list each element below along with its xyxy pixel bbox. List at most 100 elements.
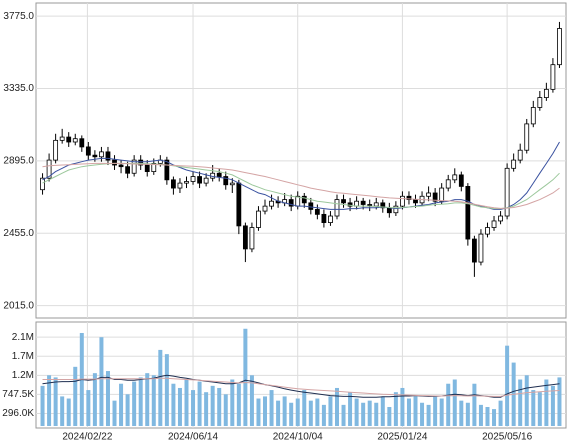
volume-bar — [60, 396, 65, 427]
candle-body — [347, 202, 353, 207]
x-tick-label: 2024/02/22 — [62, 432, 112, 443]
candle-body — [465, 186, 471, 240]
volume-bar — [550, 385, 555, 427]
candle-body — [229, 182, 235, 186]
volume-bar — [524, 375, 529, 427]
candle-body — [85, 146, 91, 156]
volume-bar — [367, 400, 372, 427]
candle-body — [478, 233, 484, 263]
volume-bar — [544, 379, 549, 427]
candle-body — [59, 136, 65, 141]
candle-body — [112, 159, 117, 166]
volume-bar — [145, 373, 150, 427]
candle-body — [151, 162, 157, 173]
candle-body — [190, 176, 196, 182]
candle-body — [439, 187, 445, 202]
x-tick-label: 2025/05/16 — [482, 432, 532, 443]
candle-body — [105, 151, 111, 161]
volume-bar — [269, 390, 274, 427]
candle-body — [125, 166, 131, 174]
candle-body — [72, 138, 78, 143]
volume-bar — [197, 381, 202, 427]
volume-bar — [348, 392, 353, 427]
volume-bar — [380, 396, 385, 427]
volume-bar — [321, 404, 326, 427]
candle-body — [223, 176, 229, 186]
volume-bar — [439, 398, 444, 427]
volume-bar — [361, 402, 366, 427]
candle-body — [203, 177, 209, 184]
candle-body — [184, 181, 189, 184]
volume-bar — [426, 404, 431, 427]
volume-bar — [413, 396, 418, 427]
volume-bar — [53, 377, 58, 427]
volume-bar — [478, 404, 483, 427]
y-tick-label: 296.0K — [2, 408, 34, 419]
y-tick-label: 2015.0 — [3, 300, 34, 311]
candle-body — [485, 227, 490, 235]
volume-bar — [263, 396, 268, 427]
candle-body — [445, 179, 451, 189]
volume-bar — [452, 379, 457, 427]
volume-bar — [99, 337, 104, 427]
volume-bar — [328, 396, 333, 427]
volume-bar — [557, 377, 562, 427]
volume-bar — [210, 385, 215, 427]
y-tick-label: 2455.0 — [3, 228, 34, 239]
volume-bar — [86, 390, 91, 427]
y-tick-label: 3335.0 — [3, 83, 34, 94]
candle-body — [380, 202, 386, 209]
volume-bar — [472, 383, 477, 427]
candle-body — [530, 107, 536, 125]
candle-body — [46, 159, 52, 179]
volume-bar — [105, 371, 110, 427]
candle-body — [118, 164, 124, 168]
candle-body — [99, 151, 104, 158]
candle-body — [328, 215, 333, 223]
volume-bar — [295, 398, 300, 427]
candle-body — [262, 205, 268, 212]
volume-bar — [256, 398, 261, 427]
candle-body — [236, 182, 242, 227]
volume-bar — [531, 390, 536, 427]
x-tick-label: 2025/01/24 — [377, 432, 427, 443]
volume-bar — [308, 400, 313, 427]
volume-bar — [158, 349, 163, 427]
volume-bar — [184, 379, 189, 427]
candle-body — [144, 164, 150, 173]
candle-body — [92, 154, 98, 158]
volume-bar — [505, 345, 510, 427]
volume-bar — [282, 396, 287, 427]
candle-body — [386, 207, 392, 214]
x-tick-label: 2024/06/14 — [168, 432, 218, 443]
moving-average-line — [42, 374, 560, 398]
candle-body — [131, 159, 137, 174]
moving-average-line — [42, 377, 560, 397]
candle-body — [301, 195, 307, 204]
candle-body — [406, 195, 412, 200]
candle-body — [393, 205, 399, 214]
volume-bar — [498, 400, 503, 427]
candle-body — [66, 136, 72, 143]
volume-bar — [334, 387, 339, 427]
candle-body — [308, 202, 314, 210]
candle-body — [543, 88, 549, 98]
volume-bar — [492, 409, 497, 427]
volume-bar — [171, 383, 176, 427]
y-tick-label: 1.2M — [12, 370, 34, 381]
volume-bar — [400, 387, 405, 427]
volume-bar — [387, 406, 392, 427]
candle-body — [498, 215, 503, 222]
candle-body — [40, 177, 45, 191]
candle-body — [249, 227, 255, 250]
volume-bar — [73, 366, 78, 427]
volume-bar — [276, 400, 281, 427]
volume-bar — [289, 402, 294, 427]
volume-bar — [230, 379, 235, 427]
volume-bar — [151, 375, 156, 427]
volume-bar — [66, 398, 71, 427]
volume-bar — [354, 398, 359, 427]
candle-body — [321, 213, 327, 223]
volume-bar — [243, 328, 248, 427]
